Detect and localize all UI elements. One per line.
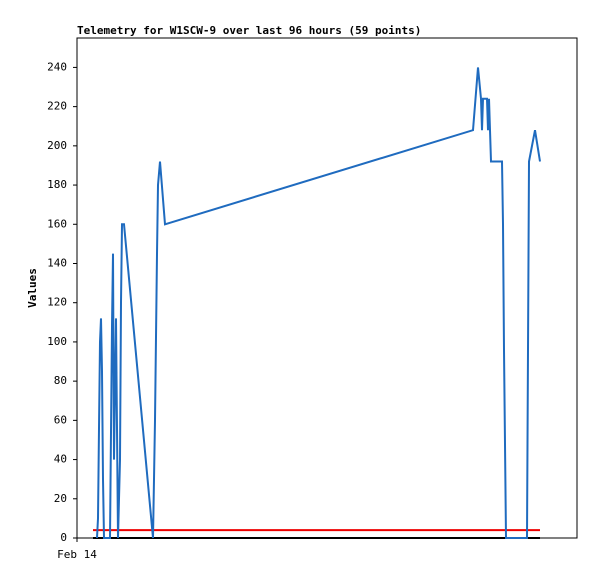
y-tick-label: 140: [47, 256, 67, 269]
y-tick-label: 220: [47, 100, 67, 113]
y-tick-label: 40: [54, 453, 67, 466]
y-tick-label: 100: [47, 335, 67, 348]
y-tick-label: 180: [47, 178, 67, 191]
y-axis-label: Values: [26, 268, 39, 308]
chart-title: Telemetry for W1SCW-9 over last 96 hours…: [77, 24, 421, 37]
y-tick-label: 200: [47, 139, 67, 152]
y-tick-label: 0: [60, 531, 67, 544]
y-tick-label: 20: [54, 492, 67, 505]
y-tick-label: 120: [47, 296, 67, 309]
plot-frame: [76, 37, 578, 539]
y-tick-label: 160: [47, 217, 67, 230]
y-tick-label: 80: [54, 374, 67, 387]
series-line: [96, 67, 541, 539]
y-tick-label: 240: [47, 60, 67, 73]
y-tick-label: 60: [54, 413, 67, 426]
x-tick-label: Feb 14: [57, 548, 97, 561]
